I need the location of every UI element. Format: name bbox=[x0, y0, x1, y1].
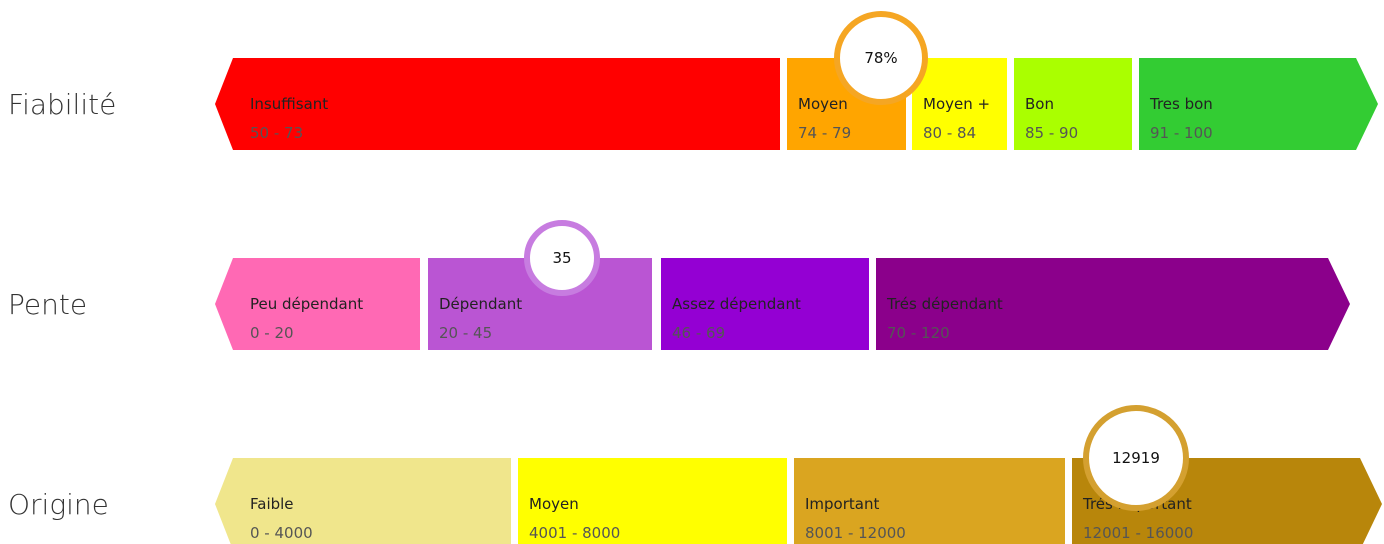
segment-name: Moyen + bbox=[923, 95, 990, 113]
segment-range: 0 - 20 bbox=[250, 324, 294, 342]
segment-name: Assez dépendant bbox=[672, 295, 801, 313]
segment-name: Peu dépendant bbox=[250, 295, 363, 313]
segment bbox=[1139, 58, 1378, 150]
segment-name: Important bbox=[805, 495, 879, 513]
segment bbox=[1014, 58, 1132, 150]
row-label: Fiabilité bbox=[8, 88, 116, 121]
marker bbox=[834, 11, 928, 105]
marker-value: 12919 bbox=[1112, 449, 1160, 467]
segment-range: 4001 - 8000 bbox=[529, 524, 620, 542]
marker-value: 78% bbox=[864, 49, 897, 67]
segment-range: 0 - 4000 bbox=[250, 524, 313, 542]
segment bbox=[215, 58, 780, 150]
segment-range: 85 - 90 bbox=[1025, 124, 1078, 142]
marker bbox=[1083, 405, 1189, 511]
segment-name: Dépendant bbox=[439, 295, 522, 313]
segment-range: 8001 - 12000 bbox=[805, 524, 906, 542]
segment bbox=[215, 258, 420, 350]
segment-range: 70 - 120 bbox=[887, 324, 950, 342]
segment-range: 20 - 45 bbox=[439, 324, 492, 342]
segment-range: 91 - 100 bbox=[1150, 124, 1213, 142]
segment-name: Faible bbox=[250, 495, 294, 513]
segment-range: 12001 - 16000 bbox=[1083, 524, 1193, 542]
marker-value: 35 bbox=[552, 249, 571, 267]
segment bbox=[518, 458, 787, 544]
row-label: Origine bbox=[8, 488, 109, 521]
row-label: Pente bbox=[8, 288, 87, 321]
marker bbox=[524, 220, 600, 296]
segment-range: 50 - 73 bbox=[250, 124, 303, 142]
segment-name: Insuffisant bbox=[250, 95, 328, 113]
segment-range: 46 - 69 bbox=[672, 324, 725, 342]
gauge-row: Fiabilité Insuffisant 50 - 73 Moyen 74 - 79 M… bbox=[8, 11, 1378, 150]
segment bbox=[428, 258, 652, 350]
segment-range: 80 - 84 bbox=[923, 124, 976, 142]
segment bbox=[661, 258, 869, 350]
gauge-row: Pente Peu dépendant 0 - 20 Dépendant 20 - 45… bbox=[8, 220, 1350, 350]
segment bbox=[876, 258, 1350, 350]
segment-name: Bon bbox=[1025, 95, 1054, 113]
segment-name: Moyen bbox=[529, 495, 579, 513]
segment bbox=[794, 458, 1065, 544]
segment bbox=[215, 458, 511, 544]
segment-range: 74 - 79 bbox=[798, 124, 851, 142]
segment-name: Trés dépendant bbox=[886, 295, 1003, 313]
segment bbox=[912, 58, 1007, 150]
gauge-row: Origine Faible 0 - 4000 Moyen 4001 - 8000 Imp… bbox=[8, 405, 1382, 544]
segment-name: Tres bon bbox=[1149, 95, 1213, 113]
segment-name: Moyen bbox=[798, 95, 848, 113]
